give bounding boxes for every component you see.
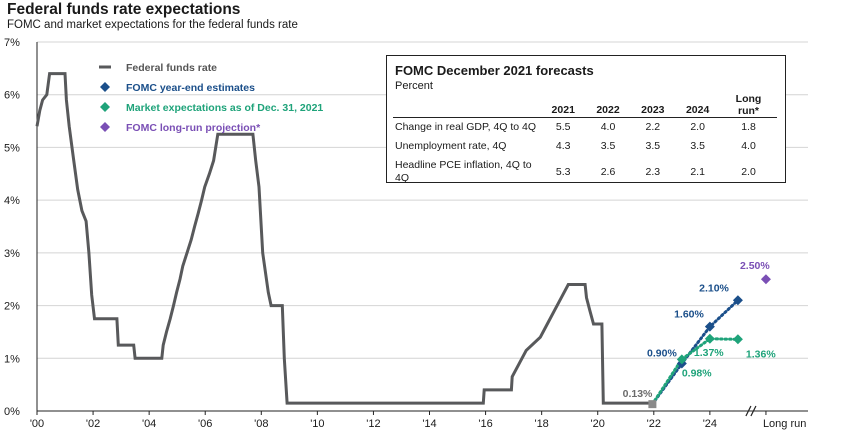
series-line-2 bbox=[650, 337, 740, 406]
table-cell: 5.3 bbox=[555, 165, 571, 178]
data-point bbox=[732, 334, 743, 345]
table-cell: 3.5 bbox=[690, 140, 705, 152]
table-cell: 4.3 bbox=[555, 140, 571, 152]
y-axis-ticks: 0% 1% 2% 3% 4% 5% 6% 7% bbox=[4, 37, 20, 418]
legend: Federal funds rate FOMC year-end estimate… bbox=[99, 62, 323, 134]
axis-break-mark bbox=[745, 405, 752, 417]
table-cell: 4.0 bbox=[741, 140, 756, 152]
legend-swatch bbox=[100, 102, 110, 112]
table-cell: 2.1 bbox=[690, 165, 705, 178]
row-label: Headline PCE inflation, 4Q to 4Q bbox=[395, 159, 532, 184]
data-label: 0.98% bbox=[682, 367, 712, 379]
data-label: 1.36% bbox=[746, 348, 776, 360]
x-tick-label: '08 bbox=[254, 418, 268, 430]
table-cell: 2.2 bbox=[645, 121, 661, 133]
x-tick-label: '14 bbox=[422, 418, 436, 430]
y-tick-label: 0% bbox=[4, 406, 20, 418]
y-tick-label: 3% bbox=[4, 248, 20, 260]
data-label: 0.13% bbox=[623, 388, 653, 400]
data-point bbox=[704, 333, 715, 344]
legend-label: Federal funds rate bbox=[126, 62, 217, 74]
forecast-col-header bbox=[393, 93, 541, 118]
x-tick-label: '02 bbox=[86, 418, 100, 430]
x-tick-label: '10 bbox=[310, 418, 324, 430]
data-point bbox=[732, 295, 743, 306]
x-tick-label: '20 bbox=[591, 418, 605, 430]
table-cell: 2.3 bbox=[645, 165, 661, 178]
fomc-table-subtitle: Percent bbox=[395, 80, 433, 92]
x-tick-label: '16 bbox=[478, 418, 492, 430]
data-point bbox=[676, 354, 687, 365]
fed-funds-rate-line bbox=[35, 72, 653, 405]
x-tick-label: '24 bbox=[703, 418, 717, 430]
data-label: 2.50% bbox=[740, 260, 770, 272]
x-tick-label: '12 bbox=[366, 418, 380, 430]
forecast-col-header: Long run* bbox=[720, 93, 777, 118]
x-tick-label: '18 bbox=[534, 418, 548, 430]
x-tick-label: '00 bbox=[30, 418, 44, 430]
x-tick-label: '04 bbox=[142, 418, 156, 430]
series-line-1 bbox=[650, 298, 740, 406]
table-row: Headline PCE inflation, 4Q to 4Q 5.3 2.6… bbox=[393, 156, 777, 188]
y-tick-label: 4% bbox=[4, 195, 20, 207]
table-cell: 2.6 bbox=[600, 165, 616, 178]
y-tick-label: 2% bbox=[4, 301, 20, 313]
x-axis: '00 '02 '04 '06 '08 '10 '12 '14 '16 '18 '20 '22 '24 L… bbox=[30, 42, 808, 430]
fomc-table-title: FOMC December 2021 forecasts bbox=[395, 63, 594, 78]
x-tick-label: '22 bbox=[647, 418, 661, 430]
row-label: Unemployment rate, 4Q bbox=[395, 140, 507, 152]
legend-label: Market expectations as of Dec. 31, 2021 bbox=[126, 102, 323, 114]
row-label: Change in real GDP, 4Q to 4Q bbox=[395, 121, 537, 133]
y-tick-label: 5% bbox=[4, 142, 20, 154]
table-cell: 1.8 bbox=[741, 121, 756, 133]
chart-title: Federal funds rate expectations bbox=[7, 1, 241, 18]
x-tick-label: '06 bbox=[198, 418, 212, 430]
data-label: 2.10% bbox=[699, 282, 729, 294]
y-tick-label: 7% bbox=[4, 37, 20, 49]
table-cell: 2.0 bbox=[741, 165, 756, 178]
table-cell: 5.5 bbox=[555, 121, 571, 133]
table-cell: 3.5 bbox=[600, 140, 616, 152]
table-row: Change in real GDP, 4Q to 4Q 5.5 4.0 2.2… bbox=[393, 118, 777, 138]
forecast-table: 2021 2022 2023 2024 Long run* Change in … bbox=[393, 93, 777, 188]
legend-label: FOMC year-end estimates bbox=[126, 82, 255, 94]
forecast-col-header: 2021 bbox=[540, 93, 586, 118]
chart-subtitle: FOMC and market expectations for the fed… bbox=[7, 19, 298, 31]
forecast-col-header: 2023 bbox=[630, 93, 676, 118]
data-label: 1.37% bbox=[694, 347, 724, 359]
data-point bbox=[704, 321, 715, 332]
y-tick-label: 6% bbox=[4, 90, 20, 102]
table-cell: 3.5 bbox=[645, 140, 661, 152]
forecast-col-header: 2022 bbox=[585, 93, 631, 118]
forecast-table-header: 2021 2022 2023 2024 Long run* bbox=[393, 93, 777, 118]
axis-break-mark bbox=[750, 405, 757, 417]
legend-swatch bbox=[100, 82, 110, 92]
table-cell: 4.0 bbox=[600, 121, 616, 133]
data-label: 0.90% bbox=[647, 348, 677, 360]
forecast-col-header: 2024 bbox=[675, 93, 721, 118]
table-row: Unemployment rate, 4Q 4.3 3.5 3.5 3.5 4.… bbox=[393, 137, 777, 156]
y-tick-label: 1% bbox=[4, 353, 20, 365]
legend-swatch bbox=[100, 122, 110, 132]
data-point bbox=[760, 274, 771, 285]
fomc-forecast-box: FOMC December 2021 forecasts Percent 202… bbox=[386, 55, 786, 184]
legend-label: FOMC long-run projection* bbox=[126, 122, 261, 134]
table-cell: 2.0 bbox=[690, 121, 705, 133]
data-label: 1.60% bbox=[674, 309, 704, 321]
series-layer: 0.13% 0.90% 1.60% 2.10% 0.98% 1.37% 1.36% 2.50% bbox=[35, 72, 776, 409]
x-tick-label: Long run bbox=[763, 418, 806, 430]
data-point bbox=[648, 400, 657, 409]
